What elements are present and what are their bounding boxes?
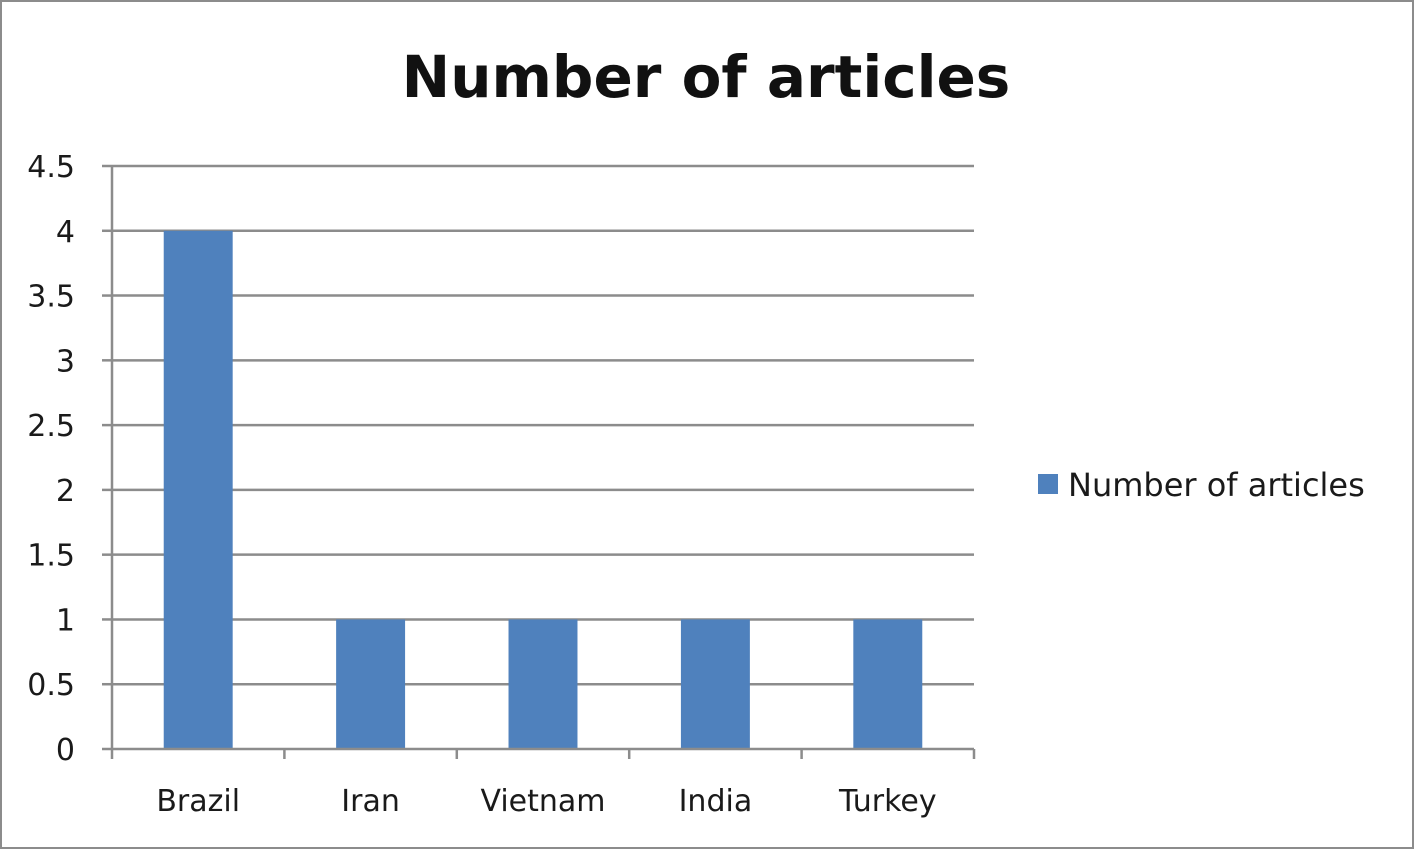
x-tick-label: Iran <box>341 784 400 819</box>
axes <box>110 166 974 751</box>
y-tick-label: 0 <box>56 733 75 768</box>
y-tick-label: 4.5 <box>27 150 75 185</box>
bar-vietnam <box>508 619 578 749</box>
bar-brazil <box>163 230 233 749</box>
chart-title: Number of articles <box>402 43 1011 111</box>
legend-swatch <box>1038 474 1058 494</box>
bar-iran <box>336 619 406 749</box>
y-tick-label: 3.5 <box>27 280 75 315</box>
legend: Number of articles <box>1038 466 1365 504</box>
y-tick-label: 2 <box>56 474 75 509</box>
y-tick-label: 3 <box>56 344 75 379</box>
x-tick-label: Turkey <box>838 784 937 819</box>
x-tick-label: Brazil <box>156 784 240 819</box>
legend-label: Number of articles <box>1068 466 1365 504</box>
gridlines <box>112 164 974 686</box>
y-tick-label: 2.5 <box>27 409 75 444</box>
bar-india <box>680 619 750 749</box>
y-tick-label: 4 <box>56 215 75 250</box>
x-axis-ticks: Brazil Iran Vietnam India Turkey <box>110 749 976 819</box>
bars <box>163 230 923 749</box>
y-tick-label: 1 <box>56 603 75 638</box>
x-tick-label: India <box>679 784 753 819</box>
y-axis-ticks: 0 0.5 1 1.5 2 2.5 3 3.5 4 4.5 <box>27 150 112 768</box>
bar-turkey <box>853 619 923 749</box>
y-tick-label: 1.5 <box>27 539 75 574</box>
x-tick-label: Vietnam <box>480 784 605 819</box>
y-tick-label: 0.5 <box>27 668 75 703</box>
